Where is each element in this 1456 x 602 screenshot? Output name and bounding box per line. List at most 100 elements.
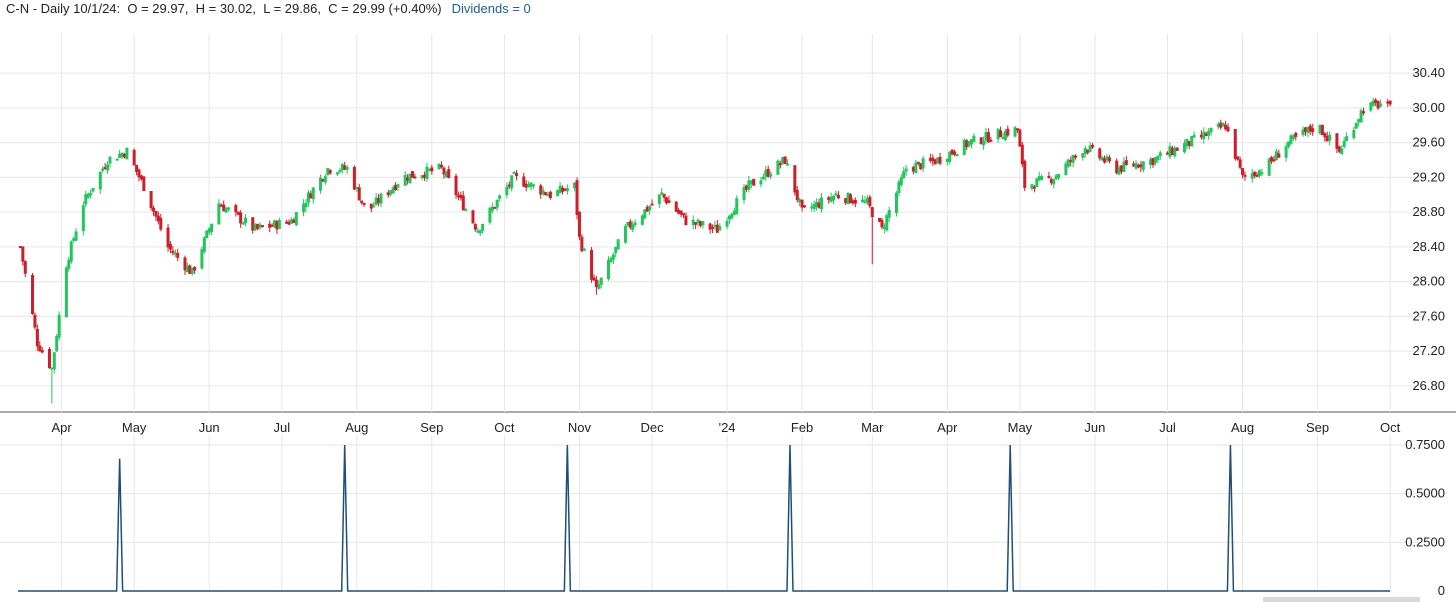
candle-body [202, 237, 206, 252]
candle-body [193, 266, 197, 271]
candle-body [217, 203, 221, 225]
candle-body [1207, 130, 1211, 136]
candle-body [1071, 154, 1075, 163]
candle-body [931, 157, 935, 162]
candle-body [674, 201, 678, 212]
candle-body [764, 170, 768, 177]
candle-body [793, 165, 797, 193]
candle-body [149, 190, 153, 209]
candle-body [865, 198, 869, 203]
candle-body [848, 194, 852, 204]
candle-body [357, 187, 361, 201]
candle-body [345, 166, 349, 170]
dividend-y-ticks: 0 0.2500 0.5000 0.7500 [1405, 437, 1445, 598]
candle-body [498, 195, 502, 199]
candle-body [81, 205, 85, 232]
candle-body [40, 350, 44, 353]
x-axis-month-label: Jun [1084, 420, 1105, 435]
candle-body [52, 352, 56, 370]
candle-body [379, 193, 383, 204]
symbol-ohlc-text: C-N - Daily 10/1/24: O = 29.97, H = 30.0… [6, 1, 442, 16]
candle-body [1156, 155, 1160, 161]
x-axis-month-label: Oct [1380, 420, 1401, 435]
candle-body [945, 159, 949, 162]
candle-body [1023, 160, 1027, 189]
candle-body [916, 161, 920, 164]
candle-body [590, 249, 594, 280]
candle-body [623, 225, 627, 243]
candle-body [863, 200, 867, 203]
candle-body [338, 170, 342, 173]
candle-body [599, 277, 603, 285]
candle-body [425, 166, 429, 179]
candle-body [490, 206, 494, 211]
candle-body [827, 197, 831, 200]
x-axis-month-label: Jul [273, 420, 290, 435]
candle-body [882, 226, 886, 229]
candle-body [340, 164, 344, 171]
candle-body [938, 156, 942, 164]
candle-body [1173, 147, 1177, 157]
dividend-series-line [18, 444, 1391, 592]
candle-body [1151, 158, 1155, 166]
candle-body [529, 182, 533, 187]
x-axis-month-label: Apr [937, 420, 958, 435]
candle-body [1141, 161, 1145, 170]
candle-body [948, 151, 952, 163]
candle-body [798, 199, 802, 203]
candle-body [1337, 146, 1341, 152]
candle-body [166, 227, 170, 248]
candle-body [870, 207, 874, 218]
candle-body [1233, 128, 1237, 159]
candle-body [481, 223, 485, 231]
candle-body [795, 189, 799, 201]
candle-body [270, 224, 274, 227]
candle-body [899, 177, 903, 186]
candle-body [648, 206, 652, 211]
candle-body [326, 167, 330, 175]
candle-body [1001, 137, 1005, 140]
candle-body [454, 175, 458, 196]
candle-body [1074, 155, 1078, 158]
candle-body [224, 207, 228, 213]
horizontal-scrollbar[interactable] [1263, 597, 1420, 602]
candle-body [430, 167, 434, 172]
x-axis-month-label: May [122, 420, 147, 435]
x-axis-month-label: Nov [568, 420, 592, 435]
candle-body [597, 284, 601, 289]
candle-body [222, 204, 226, 212]
candle-body [72, 238, 76, 241]
candle-body [880, 219, 884, 228]
candle-body [761, 176, 765, 180]
candle-body [23, 261, 27, 274]
candle-body [1086, 149, 1090, 153]
candle-body [1328, 134, 1332, 141]
candle-body [171, 250, 175, 254]
candle-body [1301, 129, 1305, 135]
candle-body [1287, 141, 1291, 147]
candle-body [459, 194, 463, 199]
candle-body [677, 209, 681, 214]
candle-body [1166, 152, 1170, 155]
x-axis-month-label: Jul [1159, 420, 1176, 435]
candle-body [444, 171, 448, 178]
candle-body [713, 224, 717, 227]
candle-body [786, 163, 790, 166]
candle-body [510, 175, 514, 189]
candle-body [986, 132, 990, 143]
candle-body [919, 163, 923, 170]
candle-body [718, 226, 722, 231]
candle-body [1069, 160, 1073, 163]
candle-body [1185, 138, 1189, 147]
candle-body [989, 139, 993, 142]
candle-body [1277, 153, 1281, 158]
candle-body [47, 348, 51, 369]
candle-body [369, 203, 373, 209]
candle-body [377, 198, 381, 204]
candle-body [1088, 145, 1092, 152]
candle-body [241, 222, 245, 225]
candle-body [253, 224, 257, 231]
candle-body [1187, 140, 1191, 146]
candle-body [1134, 163, 1138, 169]
candle-body [967, 141, 971, 147]
